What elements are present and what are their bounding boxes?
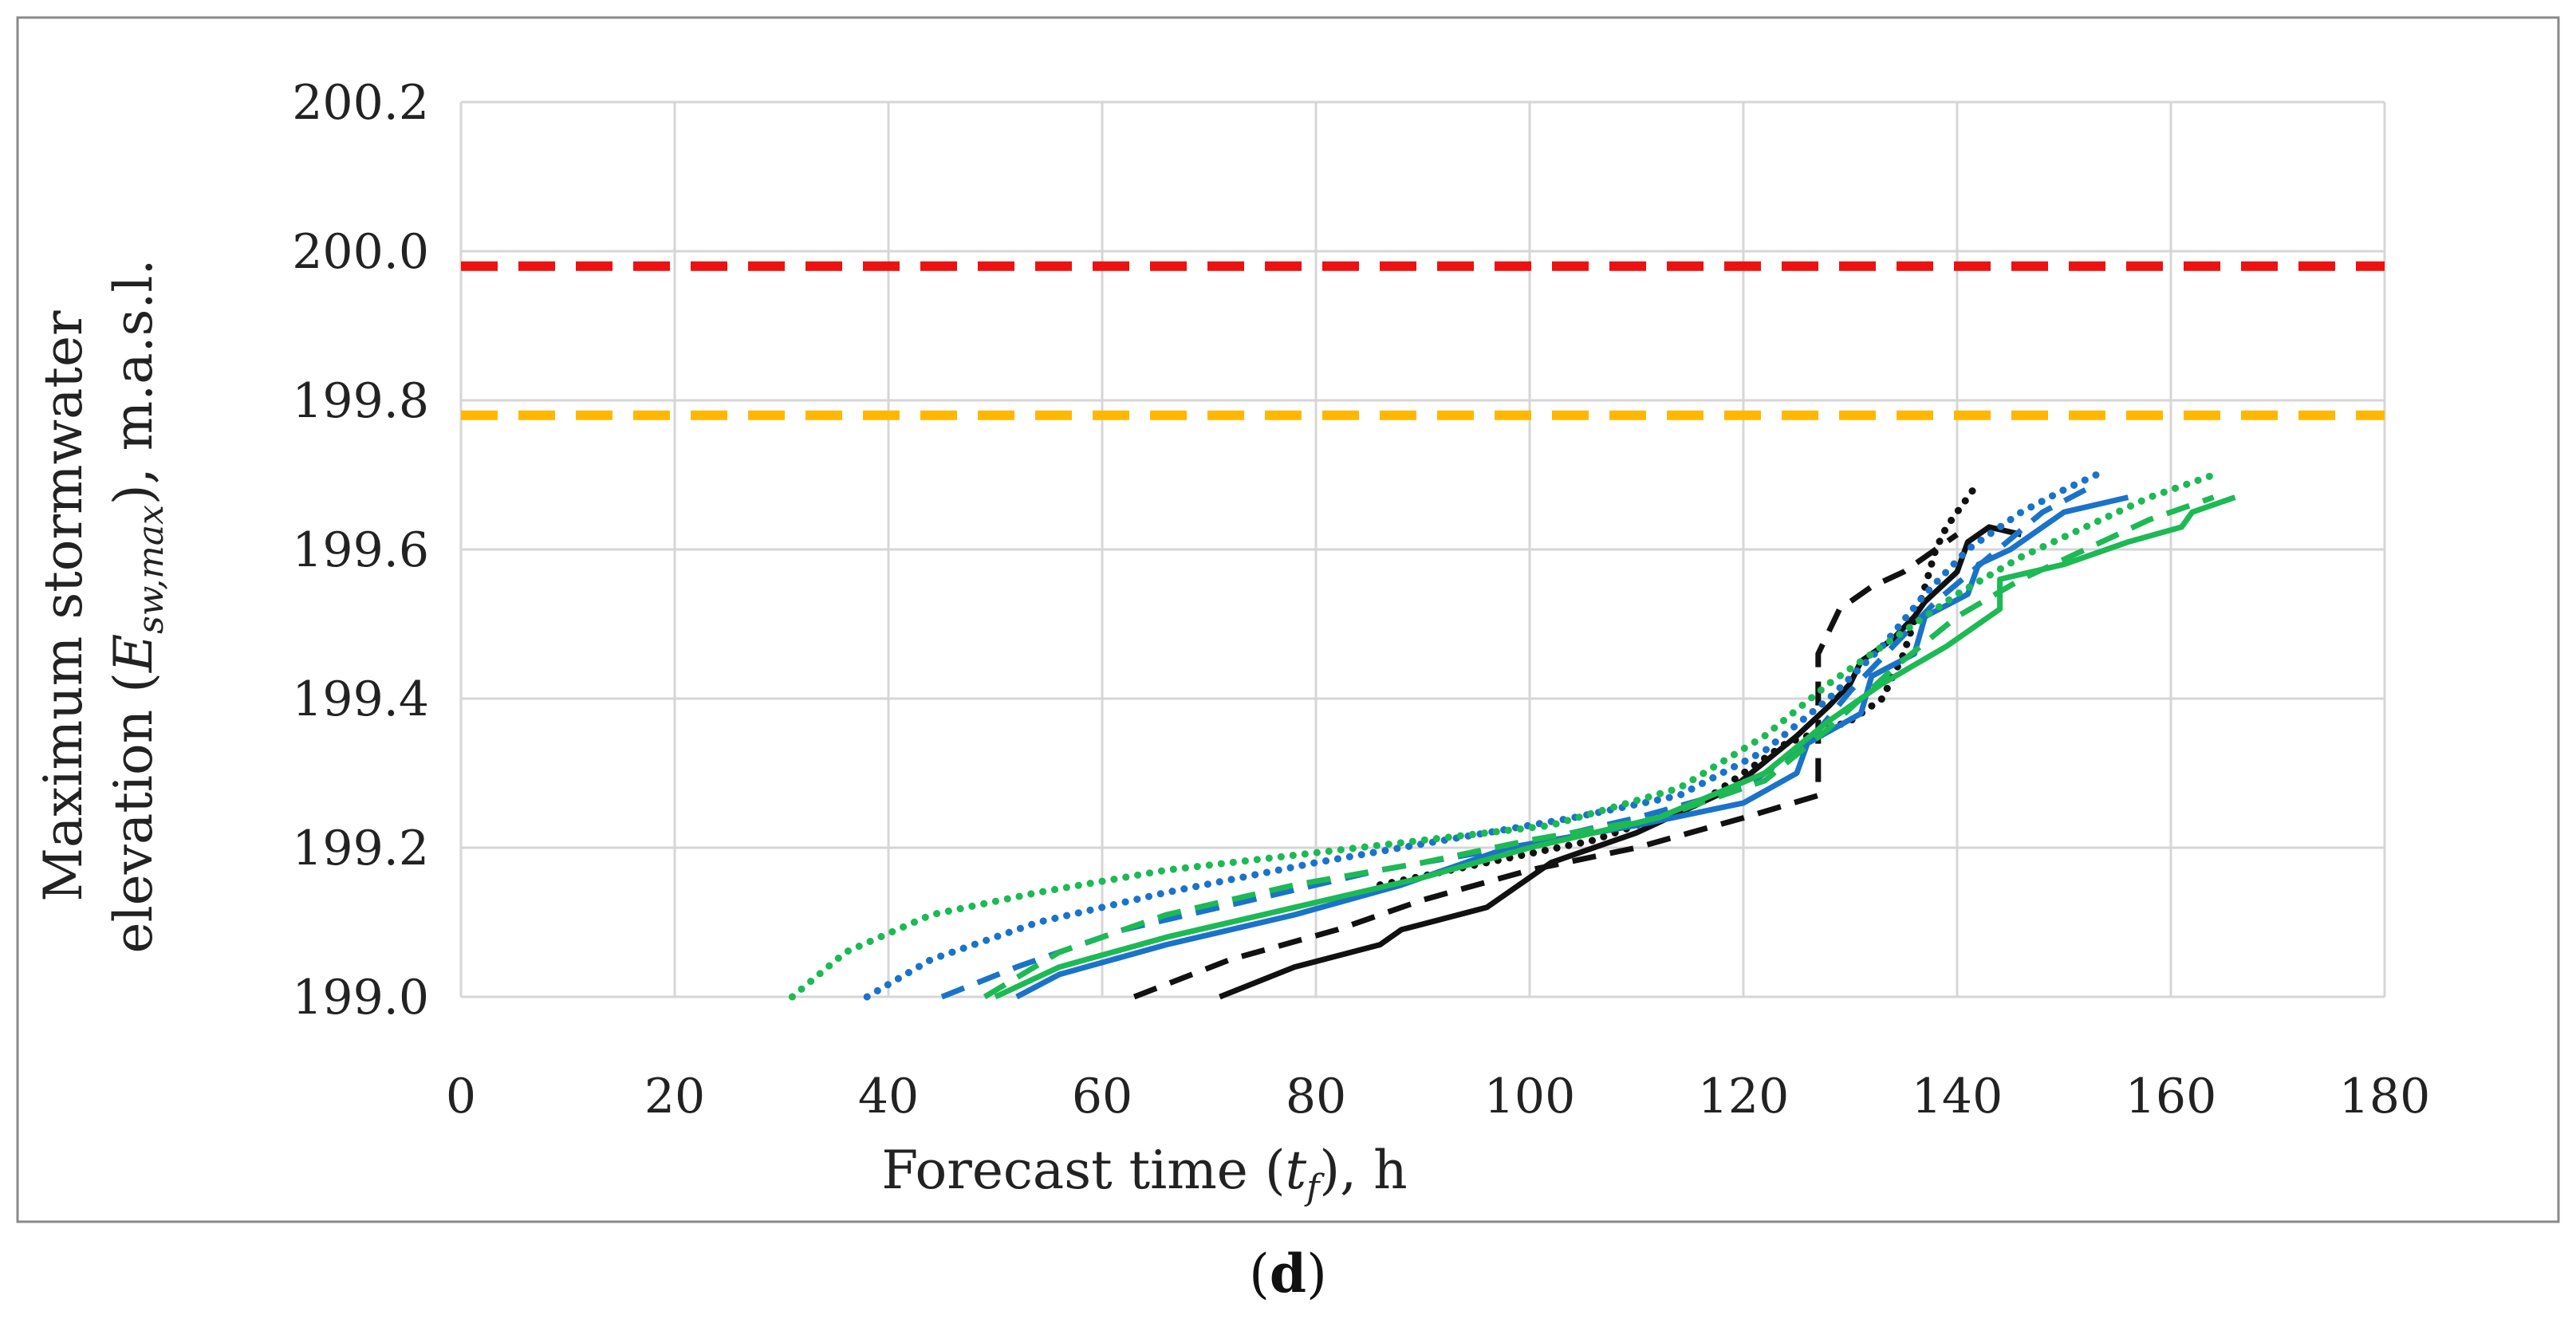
x-tick-label-2: 40 (858, 1069, 919, 1124)
figure-caption: (d) (1249, 1242, 1327, 1305)
x-tick-label-4: 80 (1286, 1069, 1346, 1124)
threshold-lines (461, 261, 2385, 420)
series-black-dashed (1132, 532, 1960, 1000)
x-tick-label-0: 0 (446, 1069, 476, 1124)
y-axis-title-line1: Maximum stormwater (33, 310, 94, 902)
x-axis-title: Forecast time (tf), h (881, 1140, 1407, 1208)
y-tick-label-0: 199.0 (292, 970, 429, 1026)
y-tick-labels: 199.0 199.2 199.4 199.6 199.8 200.0 200.2 (292, 75, 429, 1026)
y-tick-label-6: 200.2 (292, 75, 429, 131)
y-axis-title-line2: elevation (Esw,max), m.a.s.l. (103, 259, 171, 954)
x-tick-label-5: 100 (1484, 1069, 1576, 1124)
x-tick-label-9: 180 (2339, 1069, 2431, 1124)
grid (459, 100, 2386, 998)
chart-frame (16, 16, 2560, 1223)
y-tick-label-5: 200.0 (292, 224, 429, 280)
x-tick-label-8: 160 (2125, 1069, 2217, 1124)
x-tick-label-3: 60 (1072, 1069, 1132, 1124)
y-tick-label-1: 199.2 (292, 821, 429, 876)
data-series (788, 471, 2236, 1001)
series-blue-dotted (863, 471, 2100, 1001)
series-black-solid (1219, 524, 2023, 1000)
series-blue-solid (1015, 494, 2129, 1000)
y-tick-label-3: 199.6 (292, 522, 429, 578)
x-tick-label-1: 20 (644, 1069, 705, 1124)
series-green-dotted (788, 471, 2218, 1001)
y-tick-label-4: 199.8 (292, 373, 429, 429)
x-tick-labels: 0 20 40 60 80 100 120 140 160 180 (446, 1069, 2430, 1124)
x-tick-label-7: 140 (1912, 1069, 2003, 1124)
y-tick-label-2: 199.4 (292, 671, 429, 727)
series-blue-dashed (940, 487, 2087, 1000)
x-tick-label-6: 120 (1698, 1069, 1790, 1124)
series-green-dashed (983, 494, 2215, 1000)
